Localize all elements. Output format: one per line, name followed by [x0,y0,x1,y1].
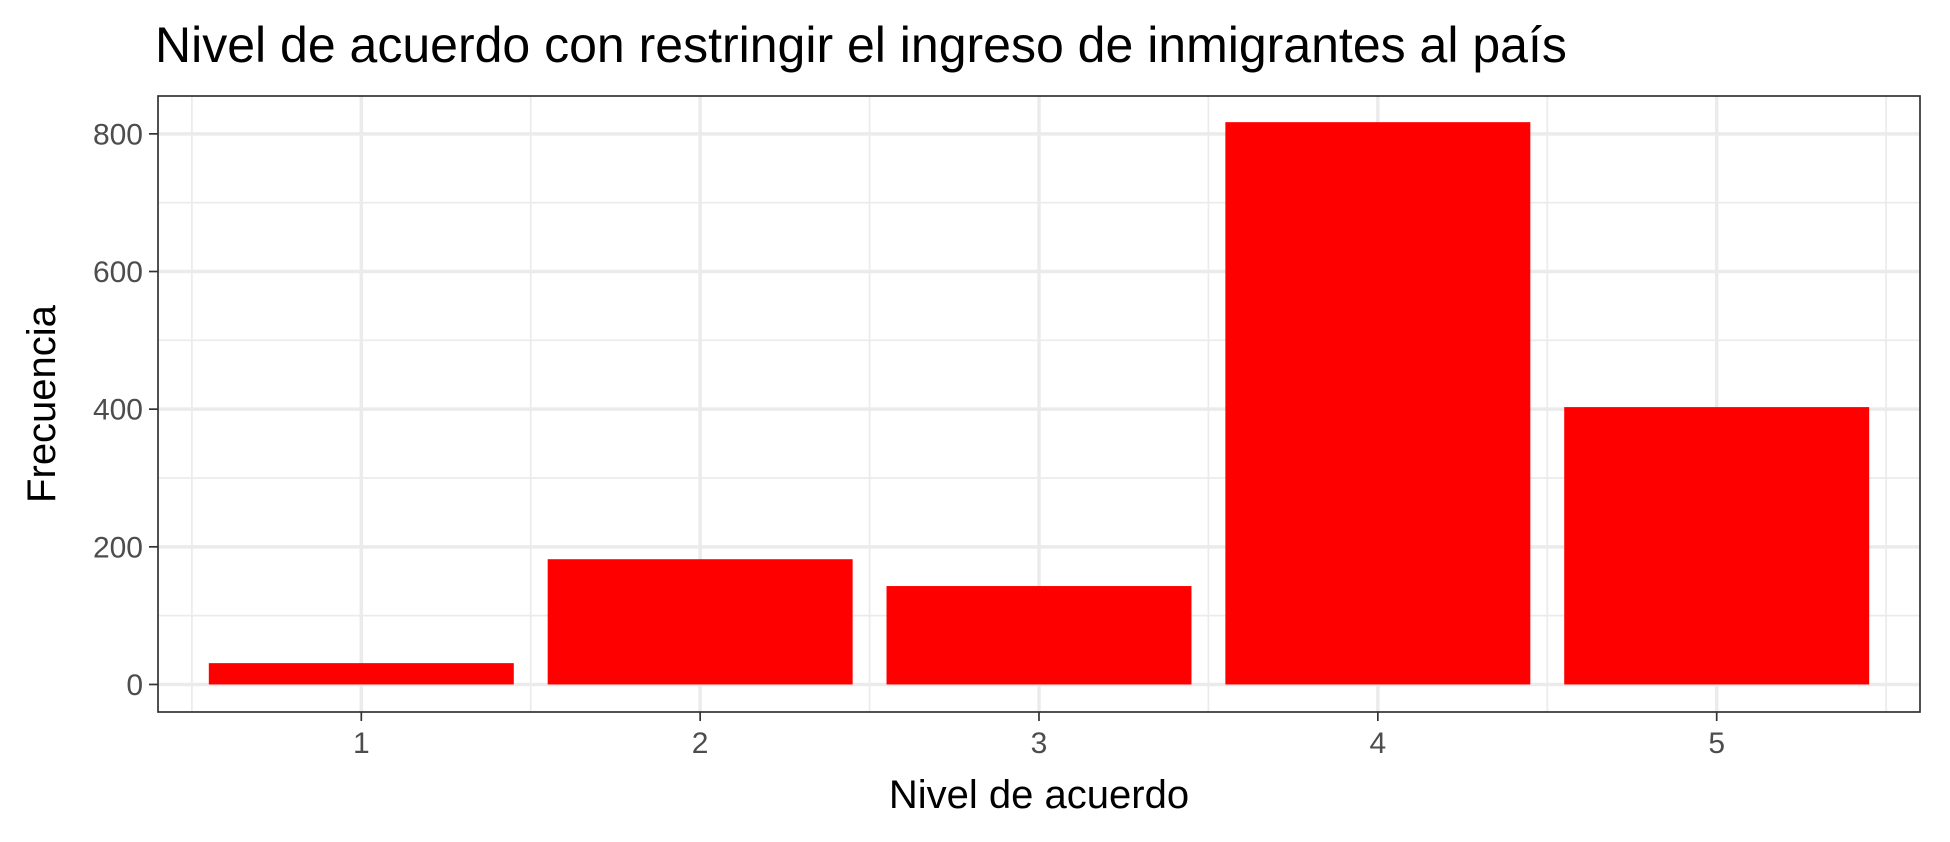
chart-title: Nivel de acuerdo con restringir el ingre… [155,17,1567,73]
bar-4 [1225,122,1531,685]
y-axis: 0 200 400 600 800 [93,118,158,702]
x-axis-title: Nivel de acuerdo [889,773,1189,817]
bar-3 [886,586,1192,685]
bar-2 [547,559,853,685]
y-tick-label: 800 [93,118,143,151]
y-axis-title: Frecuencia [20,304,64,503]
bars [208,122,1870,685]
x-tick-label: 1 [353,727,370,760]
bar-5 [1564,407,1870,685]
x-tick-label: 3 [1031,727,1048,760]
x-tick-label: 5 [1708,727,1725,760]
y-tick-label: 400 [93,394,143,427]
bar-1 [208,663,514,685]
y-tick-label: 200 [93,531,143,564]
y-tick-label: 0 [126,669,143,702]
y-tick-label: 600 [93,256,143,289]
x-tick-label: 4 [1370,727,1387,760]
x-tick-label: 2 [692,727,709,760]
x-axis: 1 2 3 4 5 [353,712,1725,760]
